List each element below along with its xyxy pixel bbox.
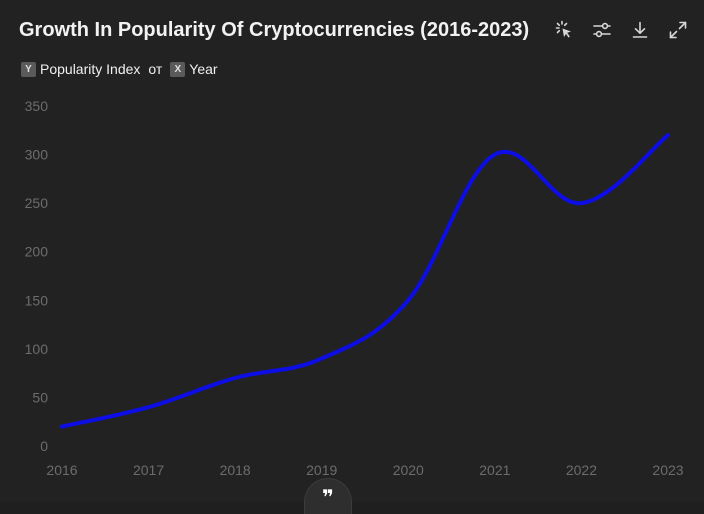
y-axis-ticks: 0 50 100 150 200 250 300 350 (25, 98, 49, 454)
download-icon[interactable] (628, 18, 652, 42)
x-tick-label: 2019 (306, 462, 337, 478)
axis-chips: Y Popularity Index от X Year (21, 61, 222, 77)
chart-card: Growth In Popularity Of Cryptocurrencies… (19, 18, 690, 514)
y-axis-chip[interactable]: Y (21, 61, 36, 77)
x-tick-label: 2023 (652, 462, 683, 478)
y-tick-label: 150 (25, 292, 49, 308)
x-tick-label: 2016 (46, 462, 77, 478)
x-tick-label: 2020 (393, 462, 424, 478)
y-tick-label: 200 (25, 244, 49, 260)
y-tick-label: 300 (25, 147, 49, 163)
series-lines (60, 133, 670, 429)
y-tick-label: 250 (25, 195, 49, 211)
chart-title: Growth In Popularity Of Cryptocurrencies… (19, 19, 530, 41)
x-tick-label: 2022 (566, 462, 597, 478)
y-tick-label: 50 (32, 389, 48, 405)
sliders-icon[interactable] (590, 18, 614, 42)
chart-toolbar (552, 18, 690, 42)
axis-connector: от (148, 61, 163, 77)
y-tick-label: 100 (25, 341, 49, 357)
y-tick-label: 350 (25, 98, 49, 114)
x-axis-label: Year (189, 61, 218, 77)
expand-icon[interactable] (666, 18, 690, 42)
x-tick-label: 2021 (479, 462, 510, 478)
series-line[interactable] (60, 133, 670, 429)
y-axis-label: Popularity Index (40, 61, 141, 77)
x-tick-label: 2017 (133, 462, 164, 478)
x-axis-ticks: 2016 2017 2018 2019 2020 2021 2022 2023 (46, 462, 683, 478)
y-tick-label: 0 (40, 438, 48, 454)
x-axis-chip[interactable]: X (170, 61, 186, 77)
sparkle-cursor-icon[interactable] (552, 18, 576, 42)
x-tick-label: 2018 (220, 462, 251, 478)
